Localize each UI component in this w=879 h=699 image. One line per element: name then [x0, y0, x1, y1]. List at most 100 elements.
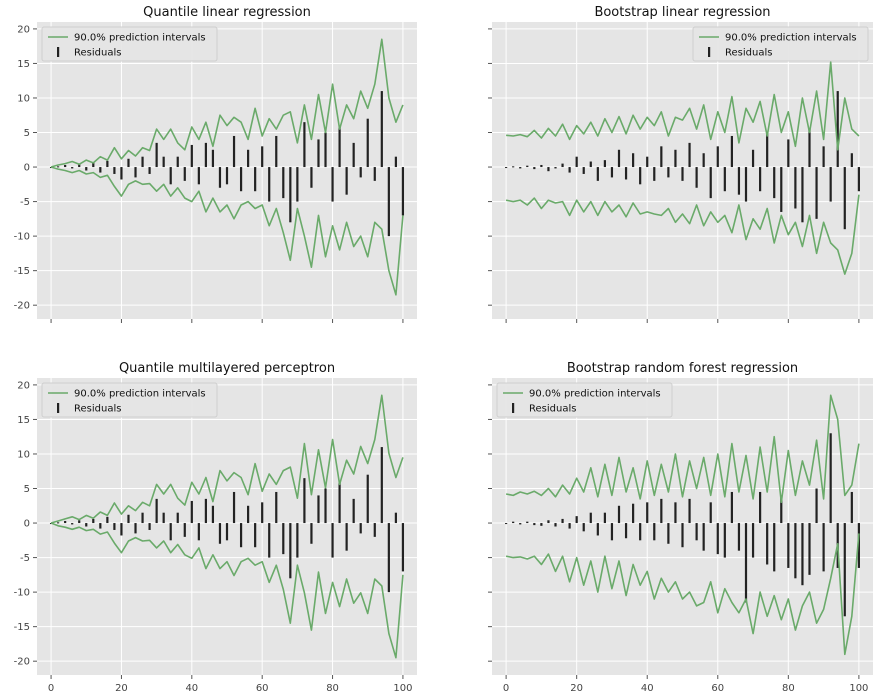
residual-bar — [575, 516, 578, 524]
residual-bar — [773, 523, 776, 572]
residual-bar — [603, 512, 606, 524]
x-tick-label: 20 — [570, 683, 583, 694]
residual-bar — [57, 166, 60, 168]
residual-bar — [737, 167, 741, 195]
residual-bar — [780, 167, 783, 212]
residual-bar — [127, 158, 130, 168]
residual-bar — [744, 167, 748, 202]
y-tick-label: 10 — [17, 449, 30, 460]
residual-bar — [331, 167, 334, 202]
residual-bar — [709, 502, 712, 524]
residual-bar — [632, 153, 635, 168]
residual-bar — [857, 167, 860, 192]
residual-bar — [310, 523, 313, 544]
residual-bar — [134, 167, 137, 178]
residual-bar — [120, 167, 123, 180]
residual-bar — [296, 523, 299, 558]
residual-bar — [106, 160, 109, 168]
residual-bar — [338, 125, 341, 168]
residual-bar — [261, 502, 264, 524]
residual-bar — [275, 135, 278, 168]
residual-bar — [78, 520, 81, 524]
residual-bar — [674, 149, 677, 168]
residual-bar — [575, 156, 578, 168]
legend-box — [496, 382, 673, 418]
residual-bar — [211, 505, 215, 524]
residual-bar — [519, 167, 522, 169]
residual-bar — [702, 153, 705, 168]
residual-bar — [674, 502, 677, 524]
residual-bar — [702, 523, 705, 551]
residual-bar — [92, 518, 95, 524]
y-tick-label: -5 — [20, 553, 30, 564]
prediction-interval-upper-line — [50, 38, 404, 168]
residual-bar — [78, 164, 81, 168]
residual-bar — [155, 142, 158, 168]
residual-bar — [653, 167, 656, 181]
residual-bar — [660, 498, 663, 524]
panel-bootstrap-linear-regression: Bootstrap linear regression 90.0% predict… — [488, 5, 873, 323]
residual-bar — [387, 523, 390, 593]
legend-label-residuals: Residuals — [529, 404, 576, 415]
residual-bar — [92, 162, 95, 168]
residual-bar — [359, 167, 362, 178]
y-tick-label: -15 — [14, 266, 30, 277]
residual-bar — [568, 167, 571, 173]
residual-bar — [127, 514, 130, 524]
residual-bar — [822, 146, 825, 168]
residual-bar — [751, 523, 755, 558]
residual-bar — [857, 523, 860, 568]
residual-bar — [815, 167, 818, 219]
residual-bar — [366, 474, 369, 524]
residual-bar — [540, 523, 543, 526]
residual-bar — [709, 167, 712, 199]
residual-bar — [190, 500, 193, 524]
residual-bar — [169, 523, 172, 541]
residual-bar — [99, 523, 102, 529]
residual-bar — [282, 523, 285, 555]
residual-bar — [197, 167, 200, 185]
residual-bar — [723, 523, 726, 558]
residual-bar — [624, 523, 628, 539]
x-tick-label: 60 — [711, 683, 724, 694]
residual-bar — [366, 118, 369, 168]
y-tick-label: -20 — [14, 301, 30, 312]
residual-bar — [843, 523, 846, 617]
residual-bar — [836, 91, 839, 168]
residual-bar — [218, 523, 222, 544]
residual-bar — [373, 167, 376, 181]
prediction-interval-lower-line — [50, 522, 404, 659]
residual-bar — [303, 122, 306, 168]
y-tick-label: 15 — [17, 415, 30, 426]
prediction-interval-lower-line — [505, 533, 860, 656]
residual-bar — [380, 447, 383, 524]
residual-bar — [610, 523, 614, 541]
legend-label-intervals: 90.0% prediction intervals — [725, 33, 857, 44]
residual-bar — [695, 167, 698, 188]
residual-bar — [268, 167, 271, 202]
residual-bar — [617, 505, 621, 524]
residual-bar — [723, 167, 726, 192]
residual-bar — [345, 167, 348, 195]
panel-bootstrap-random-forest-regression: 0 20 40 60 80 100 Bootstrap random forest regr… — [488, 361, 873, 694]
residual-bar — [716, 146, 719, 168]
residual-bar — [519, 523, 522, 525]
residual-bar — [829, 433, 832, 524]
residual-bar — [239, 167, 243, 192]
residual-bar — [352, 498, 355, 524]
residual-bar — [85, 523, 88, 527]
residual-bar — [296, 167, 299, 202]
legend-residual-swatch — [512, 403, 515, 413]
residual-bar — [526, 521, 529, 524]
legend-residual-swatch — [57, 403, 60, 413]
residual-bar — [737, 523, 741, 551]
residual-bar — [310, 167, 313, 188]
y-tick-label: 10 — [17, 93, 30, 104]
residual-bar — [85, 167, 88, 171]
residual-bar — [582, 523, 585, 532]
residual-bar — [850, 153, 853, 168]
legend-label-residuals: Residuals — [725, 48, 772, 59]
residual-bar — [533, 167, 536, 170]
residual-bar — [141, 156, 144, 168]
